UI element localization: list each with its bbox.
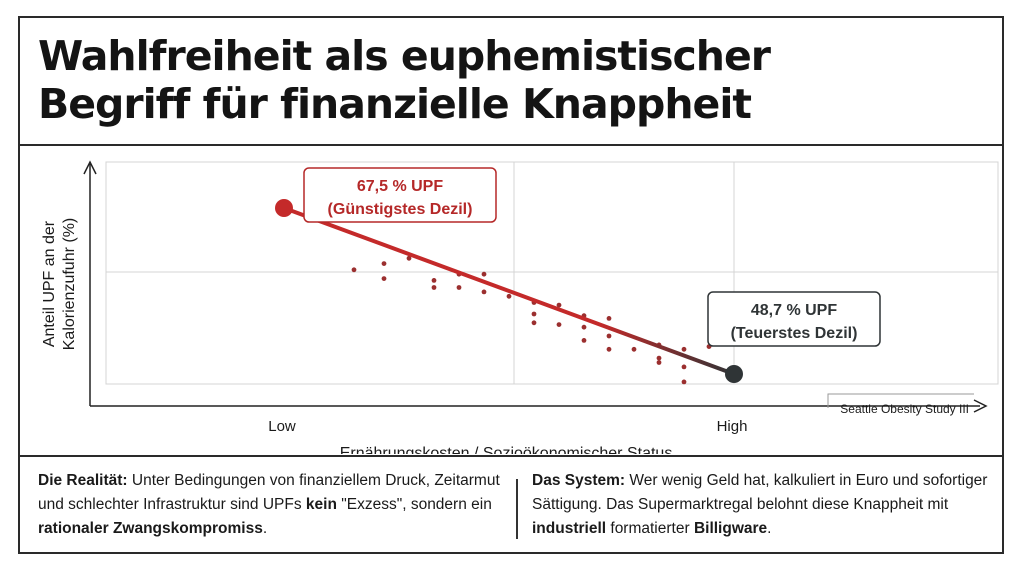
footer-reality-text-1: Unter Bedingungen von finanziellem Druck…	[38, 472, 500, 513]
scatter-point	[431, 278, 437, 283]
source-note: Seattle Obesity Study III	[840, 402, 969, 416]
trend-line	[282, 206, 736, 376]
footer-reality-text-3: .	[262, 520, 268, 537]
footer-system-bold-2: Billigware	[693, 520, 768, 537]
footer-system-bold-1: industriell	[532, 520, 607, 537]
footer-divider	[516, 479, 518, 539]
callout-cheapest-decile: 67,5 % UPF (Günstigstes Dezil)	[303, 167, 497, 223]
callout-cheapest-value: 67,5 % UPF	[357, 178, 443, 195]
scatter-point	[381, 261, 387, 266]
footer-reality-text: Die Realität: Unter Bedingungen von fina…	[38, 469, 510, 541]
plot-border	[105, 161, 999, 385]
scatter-point	[681, 346, 687, 352]
title-line-2: Begriff für finanzielle Knappheit	[38, 80, 752, 128]
footer-reality-lead: Die Realität:	[38, 472, 128, 489]
y-axis-title-line-1: Anteil UPF an der	[41, 220, 58, 347]
footer-reality-bold-2: rationaler Zwangskompromiss	[38, 520, 263, 537]
callout-expensive-value: 48,7 % UPF	[751, 302, 837, 319]
scatter-point	[656, 355, 662, 361]
scatter-point	[681, 379, 687, 385]
scatter-point	[606, 316, 612, 321]
scatter-point	[606, 346, 612, 352]
footer-reality-bold-1: kein	[305, 496, 337, 513]
scatter-point	[351, 267, 357, 273]
infographic-frame: Wahlfreiheit als euphemistischer Begriff…	[18, 16, 1004, 554]
y-axis-title-line-2: Kalorienzufuhr (%)	[61, 218, 78, 351]
footer-system-lead: Das System:	[532, 472, 626, 489]
footer-reality-text-2: "Exzess", sondern ein	[336, 496, 492, 513]
x-axis-title: Ernährungskosten / Sozioökonomischer Sta…	[340, 445, 673, 454]
footer-panel: Die Realität: Unter Bedingungen von fina…	[20, 455, 1002, 554]
x-tick-low: Low	[268, 418, 296, 435]
scatter-point	[381, 276, 387, 281]
scatter-point	[481, 289, 487, 295]
scatter-point	[556, 322, 562, 327]
x-axis-arrow-icon	[973, 399, 988, 413]
scatter-point	[681, 364, 687, 370]
footer-system-text-1: Wer wenig Geld hat, kalkuliert in Euro u…	[532, 472, 988, 513]
scatter-point	[556, 302, 562, 308]
scatter-point	[581, 338, 587, 343]
scatter-point	[406, 255, 412, 261]
scatter-point	[631, 346, 637, 352]
scatter-point	[431, 285, 437, 290]
title-panel: Wahlfreiheit als euphemistischer Begriff…	[20, 18, 1002, 146]
trend-start-marker	[275, 199, 293, 217]
source-note-bracket	[827, 393, 974, 408]
title-line-1: Wahlfreiheit als euphemistischer	[38, 32, 771, 80]
scatter-point	[581, 324, 587, 330]
scatter-point	[531, 320, 537, 326]
scatter-point	[456, 285, 462, 290]
scatter-point	[656, 360, 662, 365]
callout-expensive-decile: 48,7 % UPF (Teuerstes Dezil)	[707, 291, 881, 347]
footer-system-text-3: .	[767, 520, 772, 537]
scatter-points	[351, 255, 712, 385]
scatter-point	[481, 271, 487, 277]
footer-system-text: Das System: Wer wenig Geld hat, kalkulie…	[532, 469, 992, 541]
scatter-point	[531, 311, 537, 317]
y-axis-arrow-icon	[83, 160, 97, 175]
callout-expensive-desc: (Teuerstes Dezil)	[731, 325, 858, 342]
x-tick-high: High	[717, 418, 748, 435]
footer-system-text-2: formatierter	[606, 520, 694, 537]
scatter-point	[606, 333, 612, 339]
trend-end-marker	[725, 365, 743, 383]
scatter-point	[506, 293, 512, 299]
callout-cheapest-desc: (Günstigstes Dezil)	[328, 201, 473, 218]
chart-area: Seattle Obesity Study III Low High Ernäh…	[41, 160, 999, 454]
